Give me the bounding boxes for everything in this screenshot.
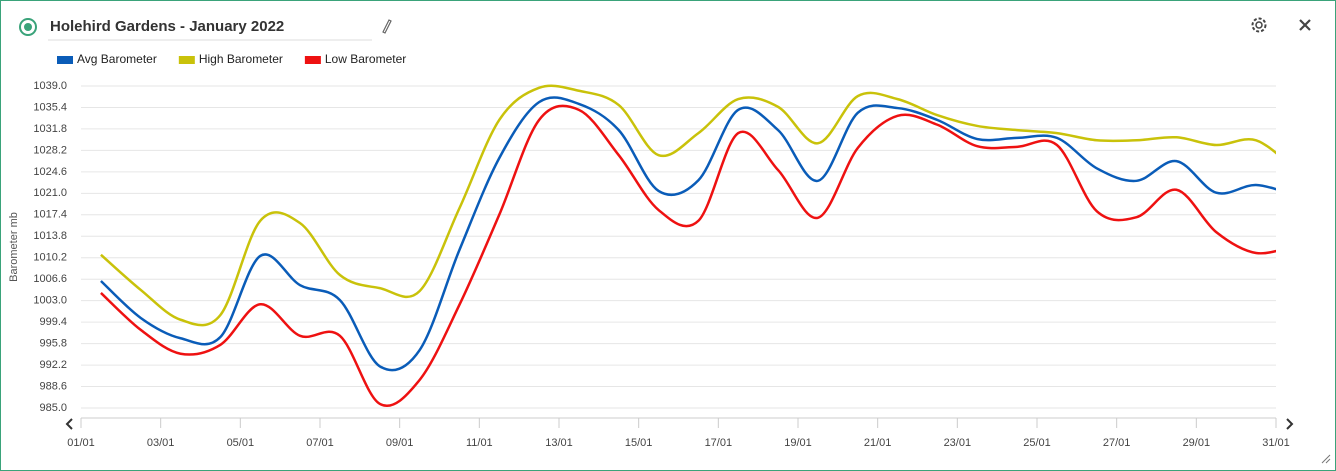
- settings-icon[interactable]: [1251, 17, 1267, 33]
- legend-label: Avg Barometer: [77, 52, 157, 66]
- x-tick-label: 11/01: [466, 437, 493, 449]
- series-line: [100, 104, 1276, 407]
- x-tick-label: 21/01: [864, 437, 892, 449]
- x-tick-label: 07/01: [306, 437, 334, 449]
- y-tick-label: 995.8: [39, 338, 67, 350]
- y-tick-label: 1031.8: [33, 123, 67, 135]
- legend-swatch: [57, 56, 73, 64]
- y-tick-label: 992.2: [39, 359, 67, 371]
- y-tick-label: 999.4: [39, 316, 67, 328]
- status-dot: [24, 23, 32, 31]
- x-tick-label: 01/01: [67, 437, 95, 449]
- x-tick-label: 27/01: [1103, 437, 1131, 449]
- x-tick-label: 05/01: [227, 437, 255, 449]
- legend-label: High Barometer: [199, 52, 283, 66]
- x-tick-label: 15/01: [625, 437, 653, 449]
- plot-area: [100, 84, 1276, 407]
- y-axis-label: Barometer mb: [8, 212, 20, 282]
- legend-swatch: [304, 56, 321, 64]
- y-tick-label: 1024.6: [33, 166, 67, 178]
- y-tick-label: 1006.6: [33, 273, 67, 285]
- x-tick-label: 25/01: [1023, 437, 1051, 449]
- y-tick-label: 1035.4: [33, 101, 67, 113]
- x-tick-label: 17/01: [705, 437, 733, 449]
- x-tick-label: 03/01: [147, 437, 175, 449]
- scroll-left[interactable]: [65, 418, 73, 430]
- edit-icon[interactable]: [382, 19, 392, 34]
- y-tick-label: 1028.2: [33, 144, 67, 156]
- x-tick-label: 09/01: [386, 437, 414, 449]
- x-tick-label: 23/01: [944, 437, 972, 449]
- y-tick-label: 1039.0: [33, 80, 67, 92]
- y-tick-label: 1003.0: [33, 295, 67, 307]
- y-tick-label: 1013.8: [33, 230, 67, 242]
- legend-swatch: [178, 56, 195, 64]
- y-tick-label: 1021.0: [33, 187, 67, 199]
- x-tick-label: 19/01: [784, 437, 812, 449]
- close-icon[interactable]: [1299, 19, 1311, 31]
- resize-handle[interactable]: [1321, 454, 1331, 464]
- x-tick-label: 31/01: [1262, 437, 1290, 449]
- y-tick-label: 988.6: [39, 380, 67, 392]
- y-tick-label: 1010.2: [33, 252, 67, 264]
- y-tick-label: 985.0: [39, 402, 67, 414]
- y-tick-label: 1017.4: [33, 209, 67, 221]
- x-tick-label: 13/01: [545, 437, 573, 449]
- series-line: [100, 84, 1276, 327]
- legend-label: Low Barometer: [325, 52, 406, 66]
- scroll-right[interactable]: [1286, 418, 1294, 430]
- chart-title: Holehird Gardens - January 2022: [50, 18, 284, 35]
- x-tick-label: 29/01: [1183, 437, 1211, 449]
- series-line: [100, 96, 1276, 372]
